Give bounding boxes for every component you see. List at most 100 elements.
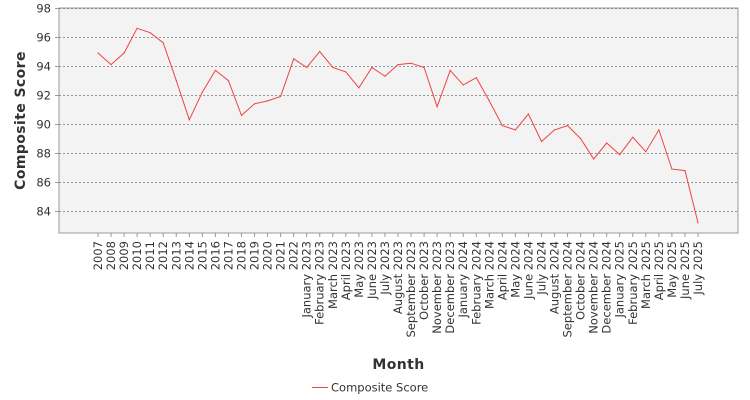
x-tick-label: August 2023 (391, 241, 405, 314)
x-tick-label: March 2024 (482, 241, 496, 309)
x-tick-label: 2016 (208, 241, 222, 270)
data-point (345, 71, 347, 73)
data-point (240, 114, 243, 116)
x-tick-label: January 2023 (300, 241, 314, 319)
data-point (136, 27, 138, 29)
x-tick-label: 2014 (182, 241, 196, 270)
data-point (540, 140, 543, 143)
y-tick-label: 88 (36, 147, 51, 161)
plot-area (58, 7, 739, 234)
data-point (214, 69, 216, 71)
x-tick-label: January 2025 (613, 241, 627, 319)
x-tick-label: November 2024 (587, 241, 601, 334)
x-tick-label: June 2024 (521, 241, 535, 300)
x-tick-label: March 2023 (326, 241, 340, 309)
data-point (567, 125, 569, 127)
data-point (671, 168, 673, 170)
data-point (697, 222, 699, 224)
x-tick-label: 2009 (117, 241, 131, 270)
x-tick-label: April 2024 (495, 241, 509, 300)
data-point (280, 95, 282, 98)
data-point (149, 32, 151, 34)
x-tick-label: September 2023 (404, 241, 418, 338)
data-point (475, 77, 477, 79)
data-point (397, 64, 399, 66)
x-tick-label: September 2024 (561, 241, 575, 338)
x-tick-label: April 2025 (652, 241, 666, 300)
data-point (332, 66, 334, 69)
x-tick-label: 2013 (169, 241, 183, 270)
x-tick-label: 2020 (261, 241, 275, 270)
legend-label: Composite Score (331, 381, 428, 395)
x-tick-label: 2011 (143, 241, 157, 270)
data-point (319, 50, 321, 53)
legend: Composite Score (312, 381, 428, 395)
data-point (358, 87, 360, 89)
x-tick-label: June 2023 (365, 241, 379, 300)
x-tick-label: 2018 (234, 241, 248, 270)
x-tick-label: December 2023 (443, 241, 457, 334)
gridlines (59, 8, 738, 212)
data-point (97, 52, 99, 54)
x-tick-label: July 2024 (534, 241, 548, 296)
x-tick-label: 2019 (248, 241, 262, 270)
data-point (462, 84, 464, 86)
data-point (162, 42, 164, 44)
data-point (658, 129, 660, 131)
data-point (253, 103, 256, 105)
data-point (436, 106, 438, 108)
x-tick-label: December 2024 (600, 241, 614, 334)
y-axis-title: Composite Score (13, 51, 29, 190)
data-point (293, 58, 295, 60)
x-tick-label: June 2025 (678, 241, 692, 300)
data-point (449, 69, 451, 71)
data-point (580, 138, 582, 140)
data-point (645, 151, 647, 153)
y-tick-label: 90 (36, 118, 51, 132)
y-tick-label: 86 (36, 176, 51, 190)
data-point (123, 52, 125, 54)
data-point (488, 100, 490, 102)
data-point (267, 100, 269, 102)
x-tick-label: May 2025 (665, 241, 679, 298)
x-tick-label: April 2023 (339, 241, 353, 300)
data-point (201, 91, 203, 93)
x-tick-label: 2008 (104, 241, 118, 270)
x-tick-label: 2015 (195, 241, 209, 270)
data-point (110, 64, 112, 66)
x-tick-label: 2017 (221, 241, 235, 270)
data-point (410, 62, 412, 64)
x-tick-label: 2007 (91, 241, 105, 270)
x-tick-label: 2022 (287, 241, 301, 270)
x-tick-label: July 2023 (378, 241, 392, 296)
data-point (371, 66, 373, 69)
data-point (606, 142, 608, 144)
x-tick-label: January 2024 (456, 241, 470, 319)
x-tick-label: October 2023 (417, 241, 431, 320)
data-point (188, 119, 190, 121)
x-tick-label: February 2023 (313, 241, 327, 325)
x-tick-label: February 2025 (626, 241, 640, 325)
data-point (619, 154, 621, 156)
y-tick-label: 84 (36, 205, 51, 219)
x-tick-label: February 2024 (469, 241, 483, 325)
y-axis: 84 86 88 90 92 94 96 98 (36, 2, 59, 219)
data-point (227, 80, 229, 82)
data-point (684, 170, 686, 172)
y-tick-label: 96 (36, 31, 51, 45)
x-tick-label: November 2023 (430, 241, 444, 334)
data-point (384, 75, 386, 77)
data-point (423, 66, 425, 69)
x-tick-label: 2010 (130, 241, 144, 270)
data-points (97, 27, 699, 224)
x-axis: 2007 2008 2009 2010 2011 2012 2013 2014 2015 2016… (91, 233, 705, 338)
data-point (593, 158, 595, 160)
x-tick-label: 2012 (156, 241, 170, 270)
x-tick-label: July 2025 (691, 241, 705, 296)
data-point (527, 113, 530, 115)
x-tick-label: October 2024 (574, 241, 588, 320)
data-point (306, 66, 308, 69)
data-point (501, 125, 503, 127)
data-point (632, 136, 634, 138)
